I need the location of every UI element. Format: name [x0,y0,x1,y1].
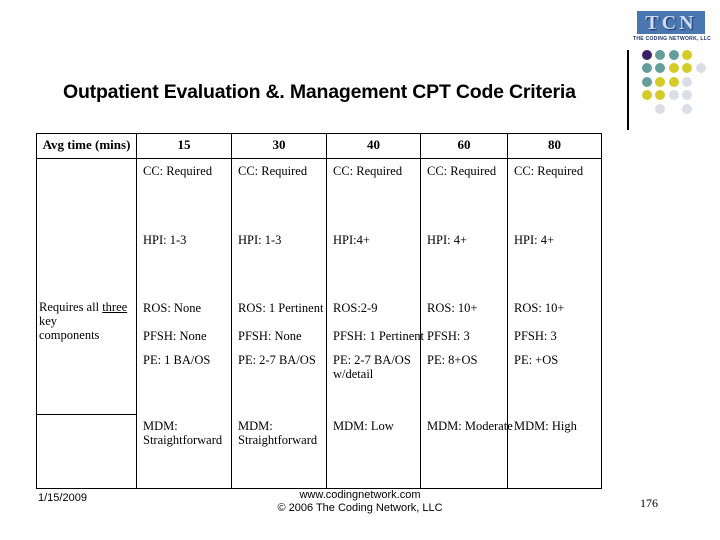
ros-cell: ROS: 1 Pertinent [232,296,327,324]
gray-dot [695,63,706,74]
purple-dot [641,49,652,60]
table-header-15: 15 [137,134,232,159]
hpi-cell: HPI: 4+ [421,228,508,296]
footer-date: 1/15/2009 [38,492,87,504]
table-header-80: 80 [508,134,601,159]
dot-spacer [696,90,706,100]
row-label-line3: components [39,328,100,342]
table-header-40: 40 [327,134,421,159]
teal-dot [641,76,652,87]
cc-cell: CC: Required [232,159,327,228]
yellow-dot [668,63,679,74]
row-label-underlined-word: three [102,300,128,314]
pe-cell: PE: +OS [514,353,559,367]
dot-spacer [696,104,706,114]
slide-title: Outpatient Evaluation &. Management CPT … [63,81,576,103]
pfsh-cell: PFSH: 3 [514,329,557,343]
teal-dot [655,49,666,60]
cc-cell: CC: Required [137,159,232,228]
cc-cell: CC: Required [421,159,508,228]
mdm-cell: MDM: Low [327,414,421,488]
cpt-criteria-table: Avg time (mins) 15 30 40 60 80 Requires … [36,133,602,489]
label-column-bottom-cell [37,414,137,488]
mdm-cell: MDM: Moderate [421,414,513,488]
dot-spacer [696,77,706,87]
pe-cell: PE: 2-7 BA/OS [232,348,327,414]
hpi-cell: HPI: 1-3 [137,228,232,296]
pfsh-cell: PFSH: 3 [421,324,508,348]
pe-cell: PE: 1 BA/OS [137,348,232,414]
ros-cell: ROS:2-9 [327,296,421,324]
row-label-requires-three-key-components: Requires all three key components [37,159,137,414]
row-label-prefix: Requires all [39,300,103,314]
logo-dots-pattern [640,48,708,116]
teal-dot [668,49,679,60]
pe-cell: PE: 8+OS [421,348,508,414]
yellow-dot [655,90,666,101]
hpi-cell: HPI: 1-3 [232,228,327,296]
pfsh-cell: PFSH: 1 Pertinent [327,324,424,348]
table-header-30: 30 [232,134,327,159]
gray-dot [668,90,679,101]
cc-cell: CC: Required [327,159,421,228]
mdm-cell: MDM: Straightforward [137,414,232,488]
gray-dot [655,103,666,114]
mdm-cell: MDM: Straightforward [232,414,327,488]
table-header-60: 60 [421,134,508,159]
gray-dot [682,76,693,87]
pfsh-cell: PFSH: None [232,324,327,348]
teal-dot [655,63,666,74]
teal-dot [641,63,652,74]
yellow-dot [641,90,652,101]
dot-spacer [642,104,652,114]
pe-cell: PE: 2-7 BA/OS w/detail [327,348,421,414]
footer-copyright: © 2006 The Coding Network, LLC [277,501,443,514]
yellow-dot [682,49,693,60]
yellow-dot [655,76,666,87]
ros-cell: ROS: None [137,296,232,324]
yellow-dot [668,76,679,87]
decorative-vertical-line [627,50,629,130]
footer-center: www.codingnetwork.com © 2006 The Coding … [0,489,720,514]
cc-cell: CC: Required [514,164,584,178]
footer-website: www.codingnetwork.com [299,489,421,501]
row-label-text: Requires all three key components [37,300,136,342]
mdm-cell: MDM: High [514,419,577,433]
gray-dot [682,103,693,114]
gray-dot [682,90,693,101]
tcn-logo-acronym: TCN [645,11,697,34]
ros-cell: ROS: 10+ [421,296,508,324]
row-label-line2: key [39,314,58,328]
dot-spacer [669,104,679,114]
dot-spacer [696,50,706,60]
yellow-dot [682,63,693,74]
hpi-cell: HPI:4+ [327,228,421,296]
tcn-logo-name: THE CODING NETWORK, LLC [632,36,711,42]
ros-cell: ROS: 10+ [514,301,565,315]
tcn-logo: TCN [637,11,705,34]
hpi-cell: HPI: 4+ [514,233,555,247]
footer-page-number: 176 [640,496,658,510]
pfsh-cell: PFSH: None [137,324,232,348]
table-header-avg-time: Avg time (mins) [37,134,137,159]
